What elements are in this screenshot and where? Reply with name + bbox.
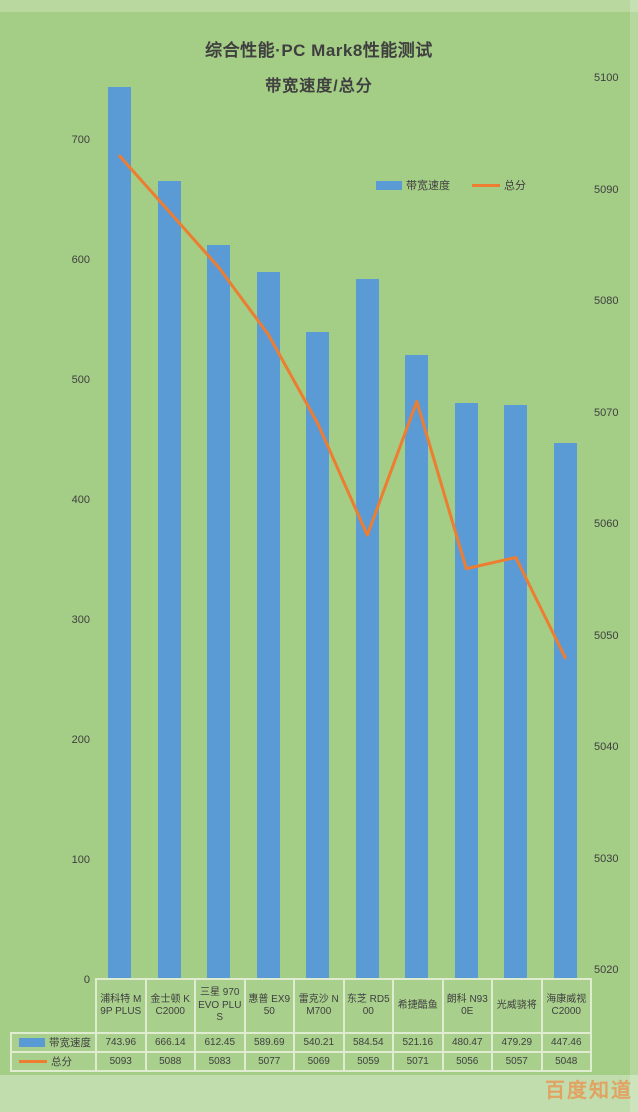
- left-axis-tick: 300: [71, 614, 90, 626]
- data-table: 浦科特 M9P PLUS 金士顿 KC2000 三星 970EVO PLUS 惠普 E…: [10, 978, 592, 1072]
- score-legend-label: 总分: [504, 180, 526, 192]
- table-col-header: 东芝 RD500: [342, 978, 394, 1034]
- table-col-header: 金士顿 KC2000: [144, 978, 196, 1034]
- table-cell: 5059: [342, 1051, 394, 1072]
- right-axis-tick: 5100: [594, 72, 619, 84]
- table-col-header: 光威骁将: [491, 978, 543, 1034]
- right-axis-tick: 5020: [594, 964, 619, 976]
- bar: [108, 87, 132, 980]
- bar: [256, 272, 280, 980]
- table-cell: 5083: [194, 1051, 246, 1072]
- bar: [157, 180, 181, 980]
- table-cell: 479.29: [491, 1032, 543, 1053]
- legend-item-bandwidth: 带宽速度: [376, 177, 450, 193]
- left-axis-tick: 600: [71, 254, 90, 266]
- bar: [553, 443, 577, 980]
- table-row-label-bandwidth: 带宽速度: [10, 1032, 97, 1053]
- right-axis-tick: 5050: [594, 629, 619, 642]
- table-cell: 5069: [293, 1051, 345, 1072]
- right-axis-tick: 5060: [594, 518, 619, 530]
- table-cell: 480.47: [441, 1032, 493, 1053]
- right-axis-tick: 5040: [594, 741, 619, 753]
- table-cell: 5088: [144, 1051, 196, 1072]
- chart-legend: 带宽速度 总分: [376, 177, 526, 193]
- score-legend-swatch-icon: [472, 183, 500, 187]
- bandwidth-legend-label: 带宽速度: [406, 180, 450, 192]
- left-axis-tick: 700: [71, 134, 90, 146]
- bar: [306, 331, 330, 980]
- table-col-header: 雷克沙 NM700: [293, 978, 345, 1034]
- bandwidth-legend-swatch-icon: [376, 180, 402, 190]
- right-edge-band: [630, 0, 638, 1112]
- bar: [207, 245, 231, 980]
- table-col-header: 惠普 EX950: [243, 978, 295, 1034]
- left-axis-tick: 100: [71, 854, 90, 866]
- table-col-header: 朗科 N930E: [441, 978, 493, 1034]
- table-col-header: 海康威视 C2000: [540, 978, 592, 1034]
- right-axis-tick: 5030: [594, 852, 619, 865]
- table-cell: 666.14: [144, 1032, 196, 1053]
- left-axis-tick: 400: [71, 494, 90, 506]
- legend-item-score: 总分: [472, 177, 526, 193]
- bandwidth-key-icon: [19, 1038, 45, 1047]
- top-edge-band: [0, 0, 638, 12]
- left-axis-tick: 500: [71, 374, 90, 386]
- bar: [355, 278, 379, 980]
- table-cell: 5056: [441, 1051, 493, 1072]
- table-col-header: 浦科特 M9P PLUS: [95, 978, 147, 1034]
- table-cell: 589.69: [243, 1032, 295, 1053]
- chart-title: 综合性能·PC Mark8性能测试: [205, 41, 433, 60]
- bottom-edge-band: [0, 1075, 638, 1112]
- table-cell: 743.96: [95, 1032, 147, 1053]
- table-row-label-score: 总分: [10, 1051, 97, 1072]
- table-col-header: 希捷酷鱼: [392, 978, 444, 1034]
- chart-subtitle: 带宽速度/总分: [265, 78, 373, 95]
- table-cell: 5057: [491, 1051, 543, 1072]
- table-cell: 521.16: [392, 1032, 444, 1053]
- bar: [405, 354, 429, 980]
- score-key-icon: [19, 1060, 47, 1063]
- table-cell: 5048: [540, 1051, 592, 1072]
- table-cell: 540.21: [293, 1032, 345, 1053]
- watermark-baidu-zhidao: 百度知道: [545, 1080, 633, 1102]
- right-axis-tick: 5070: [594, 406, 619, 419]
- table-corner-blank: [11, 979, 96, 1033]
- left-axis-tick: 200: [71, 734, 90, 746]
- table-col-header: 三星 970EVO PLUS: [194, 978, 246, 1034]
- table-cell: 5093: [95, 1051, 147, 1072]
- table-cell: 447.46: [540, 1032, 592, 1053]
- right-axis-tick: 5090: [594, 183, 619, 196]
- bar: [504, 404, 528, 980]
- table-cell: 5077: [243, 1051, 295, 1072]
- bar: [454, 403, 478, 980]
- left-axis-tick: 0: [83, 974, 90, 986]
- table-cell: 584.54: [342, 1032, 394, 1053]
- table-cell: 5071: [392, 1051, 444, 1072]
- right-axis-tick: 5080: [594, 295, 619, 307]
- table-cell: 612.45: [194, 1032, 246, 1053]
